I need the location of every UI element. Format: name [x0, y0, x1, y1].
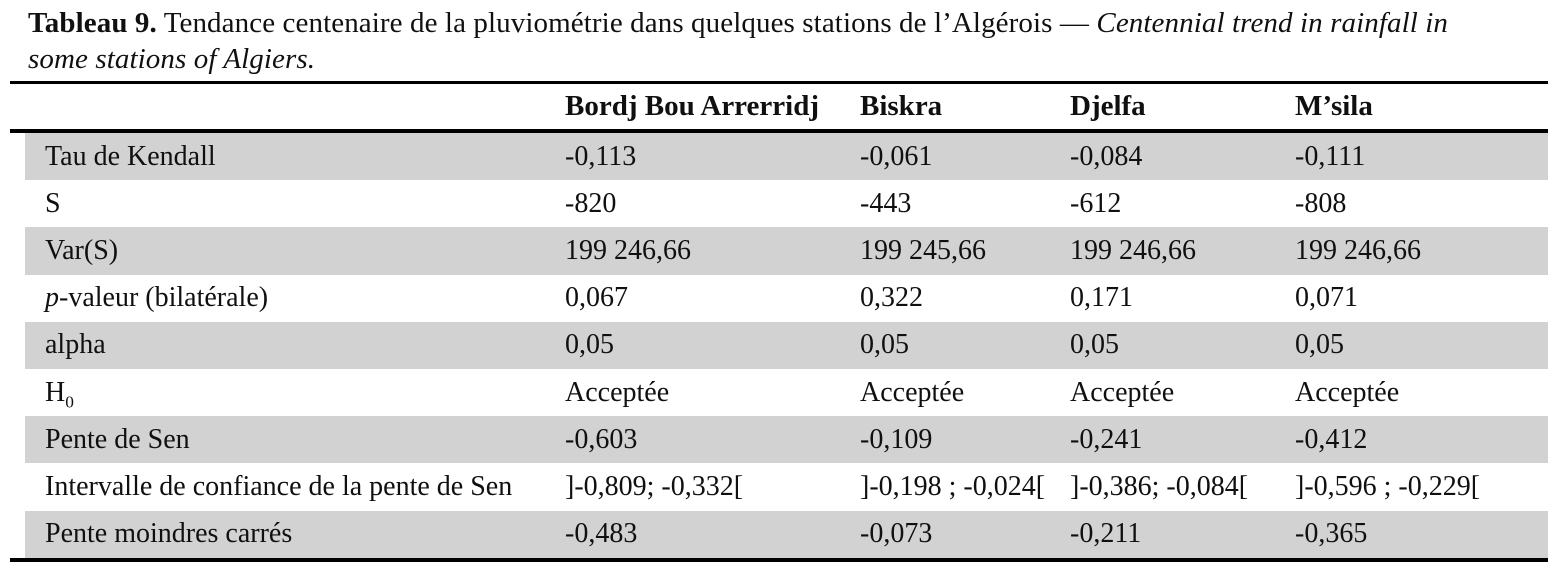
cell-value: -820 [565, 187, 617, 219]
cell-value: -0,603 [565, 423, 638, 455]
row-label: Var(S) [45, 234, 119, 266]
row-label: Pente de Sen [45, 423, 190, 455]
cell-value: 0,05 [1070, 329, 1119, 361]
cell-value: ]-0,809; -0,332[ [565, 470, 744, 502]
cell-value: -0,061 [860, 140, 933, 172]
cell-value: -0,365 [1295, 518, 1368, 550]
table-header-row: Bordj Bou Arrerridj Biskra Djelfa M’sila [25, 84, 1548, 129]
caption-dash: — [1059, 7, 1097, 39]
column-header-msila: M’sila [1295, 90, 1373, 122]
table-row-pente-de-sen: Pente de Sen -0,603 -0,109 -0,241 -0,412 [25, 416, 1548, 464]
cell-value: 0,05 [565, 329, 614, 361]
cell-value: Acceptée [1070, 376, 1175, 408]
row-label: Intervalle de confiance de la pente de S… [45, 470, 513, 502]
cell-value: Acceptée [860, 376, 965, 408]
cell-value: 199 245,66 [860, 234, 986, 266]
table-header-rule [10, 129, 1548, 133]
row-label: alpha [45, 329, 106, 361]
cell-value: -0,111 [1295, 140, 1366, 172]
row-label-subscript-zero: 0 [65, 392, 74, 412]
row-label-h: H [45, 376, 66, 408]
cell-value: -0,073 [860, 518, 933, 550]
table-row-var-s: Var(S) 199 246,66 199 245,66 199 246,66 … [25, 227, 1548, 275]
cell-value: -0,412 [1295, 423, 1368, 455]
row-label-italic-p: p [45, 282, 59, 314]
cell-value: 0,322 [860, 282, 923, 314]
cell-value: 199 246,66 [1295, 234, 1421, 266]
row-label-rest: -valeur (bilatérale) [59, 282, 269, 314]
column-header-bordj-bou-arrerridj: Bordj Bou Arrerridj [565, 90, 819, 122]
cell-value: ]-0,596 ; -0,229[ [1295, 470, 1481, 502]
cell-value: -0,211 [1070, 518, 1142, 550]
cell-value: -612 [1070, 187, 1122, 219]
table-row-intervalle-confiance: Intervalle de confiance de la pente de S… [25, 463, 1548, 510]
table-caption: Tableau 9. Tendance centenaire de la plu… [28, 5, 1538, 77]
table-row-h0: H0 Acceptée Acceptée Acceptée Acceptée [25, 369, 1548, 416]
cell-value: ]-0,386; -0,084[ [1070, 470, 1249, 502]
cell-value: 0,05 [1295, 329, 1344, 361]
row-label: p-valeur (bilatérale) [25, 282, 565, 314]
row-label: S [45, 187, 61, 219]
column-header-biskra: Biskra [860, 90, 943, 122]
cell-value: -443 [860, 187, 912, 219]
cell-value: 0,05 [860, 329, 909, 361]
row-label: H0 [25, 376, 565, 412]
cell-value: 199 246,66 [1070, 234, 1196, 266]
cell-value: -0,113 [565, 140, 637, 172]
table-bottom-rule [10, 557, 1548, 562]
cell-value: -0,241 [1070, 423, 1143, 455]
table-row-s: S -820 -443 -612 -808 [25, 180, 1548, 227]
cell-value: 0,171 [1070, 282, 1133, 314]
cell-value: Acceptée [565, 376, 670, 408]
cell-value: -0,483 [565, 518, 638, 550]
cell-value: -0,084 [1070, 140, 1143, 172]
column-header-djelfa: Djelfa [1070, 90, 1146, 122]
table-row-alpha: alpha 0,05 0,05 0,05 0,05 [25, 321, 1548, 369]
caption-text-french: Tendance centenaire de la pluviométrie d… [156, 7, 1060, 39]
row-label: Pente moindres carrés [45, 518, 293, 550]
cell-value: 199 246,66 [565, 234, 691, 266]
cell-value: ]-0,198 ; -0,024[ [860, 470, 1046, 502]
caption-text-english-line1: Centennial trend in rainfall in [1096, 7, 1448, 39]
cell-value: 0,067 [565, 282, 628, 314]
cell-value: -0,109 [860, 423, 933, 455]
table-row-pente-moindres-carres: Pente moindres carrés -0,483 -0,073 -0,2… [25, 510, 1548, 558]
caption-text-english-line2: some stations of Algiers. [28, 43, 316, 75]
cell-value: -808 [1295, 187, 1347, 219]
caption-number: Tableau 9. [28, 7, 157, 39]
table-row-tau-de-kendall: Tau de Kendall -0,113 -0,061 -0,084 -0,1… [25, 133, 1548, 181]
table-row-p-valeur: p-valeur (bilatérale) 0,067 0,322 0,171 … [25, 275, 1548, 322]
row-label: Tau de Kendall [45, 140, 216, 172]
cell-value: Acceptée [1295, 376, 1400, 408]
cell-value: 0,071 [1295, 282, 1358, 314]
table-top-rule [10, 81, 1548, 84]
